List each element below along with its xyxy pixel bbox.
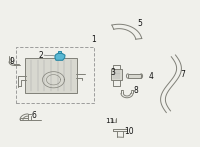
Text: 4: 4 [149,72,154,81]
Text: 8: 8 [134,86,139,95]
Text: 2: 2 [38,51,43,60]
FancyBboxPatch shape [25,58,77,93]
Polygon shape [58,51,61,53]
Text: 10: 10 [124,127,134,136]
Polygon shape [55,53,65,60]
Text: 11: 11 [105,118,114,124]
Polygon shape [128,74,141,78]
Polygon shape [111,69,122,80]
Text: 6: 6 [31,111,36,120]
Text: 9: 9 [9,56,14,66]
Text: 5: 5 [137,19,142,28]
Text: 1: 1 [91,35,96,44]
Text: 7: 7 [180,70,185,80]
Bar [16,47,94,103]
Text: 3: 3 [110,68,115,77]
